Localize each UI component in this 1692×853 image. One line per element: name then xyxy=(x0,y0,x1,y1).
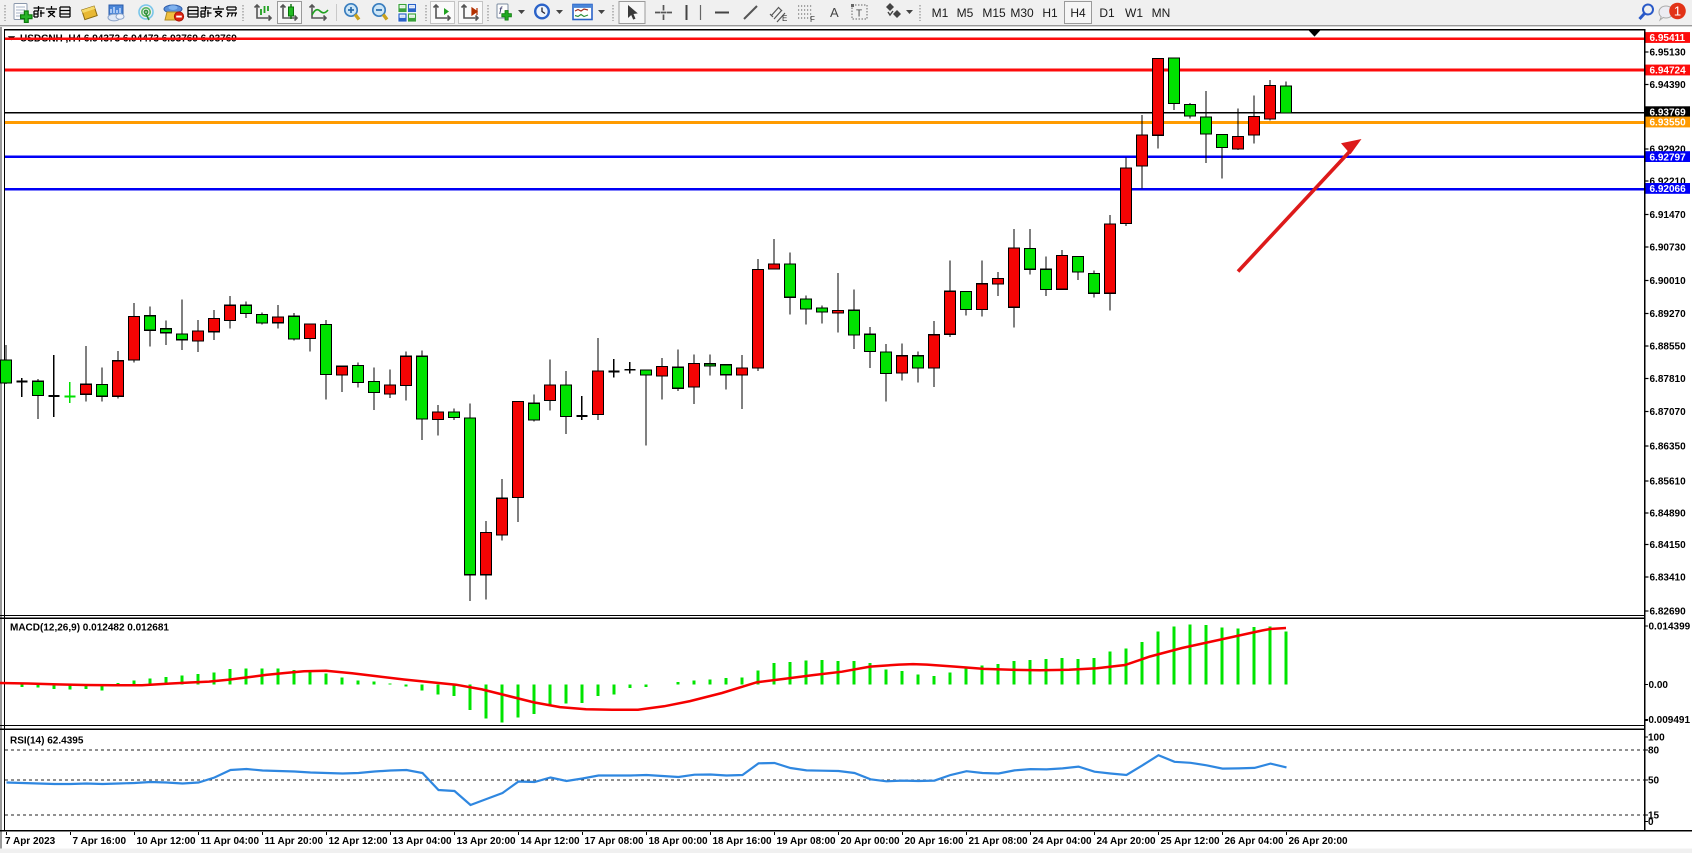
svg-text:7 Apr 16:00: 7 Apr 16:00 xyxy=(73,836,127,847)
svg-text:6.88550: 6.88550 xyxy=(1650,342,1687,353)
svg-text:6.94724: 6.94724 xyxy=(1650,66,1687,77)
svg-text:6.92920: 6.92920 xyxy=(1650,145,1687,156)
svg-text:13 Apr 20:00: 13 Apr 20:00 xyxy=(457,836,517,847)
svg-text:19 Apr 08:00: 19 Apr 08:00 xyxy=(777,836,837,847)
svg-text:26 Apr 04:00: 26 Apr 04:00 xyxy=(1225,836,1285,847)
svg-text:0.00: 0.00 xyxy=(1649,680,1669,691)
svg-text:10 Apr 12:00: 10 Apr 12:00 xyxy=(137,836,197,847)
svg-text:0: 0 xyxy=(1648,817,1654,828)
svg-text:24 Apr 04:00: 24 Apr 04:00 xyxy=(1033,836,1093,847)
svg-text:14 Apr 12:00: 14 Apr 12:00 xyxy=(521,836,581,847)
svg-text:6.84150: 6.84150 xyxy=(1650,540,1687,551)
svg-text:24 Apr 20:00: 24 Apr 20:00 xyxy=(1097,836,1157,847)
svg-text:D1: D1 xyxy=(1099,6,1115,20)
svg-text:-0.009491: -0.009491 xyxy=(1645,715,1690,726)
svg-text:MACD(12,26,9) 0.012482 0.01268: MACD(12,26,9) 0.012482 0.012681 xyxy=(10,623,169,634)
svg-text:6.92797: 6.92797 xyxy=(1650,152,1687,163)
svg-text:MN: MN xyxy=(1152,6,1171,20)
svg-text:F: F xyxy=(810,15,815,24)
svg-text:6.91470: 6.91470 xyxy=(1650,210,1687,221)
svg-text:100: 100 xyxy=(1648,733,1665,744)
svg-text:M5: M5 xyxy=(957,6,974,20)
svg-text:0.014399: 0.014399 xyxy=(1649,622,1691,633)
svg-text:13 Apr 04:00: 13 Apr 04:00 xyxy=(393,836,453,847)
svg-text:12 Apr 12:00: 12 Apr 12:00 xyxy=(329,836,389,847)
svg-text:6.95411: 6.95411 xyxy=(1650,33,1686,44)
svg-text:6.83410: 6.83410 xyxy=(1650,573,1687,584)
svg-text:H4: H4 xyxy=(1070,6,1086,20)
svg-text:1: 1 xyxy=(1674,4,1681,19)
svg-text:H1: H1 xyxy=(1042,6,1058,20)
svg-text:f: f xyxy=(499,6,503,17)
svg-text:17 Apr 08:00: 17 Apr 08:00 xyxy=(585,836,645,847)
svg-text:M15: M15 xyxy=(982,6,1006,20)
svg-text:6.94390: 6.94390 xyxy=(1650,80,1687,91)
svg-text:6.85610: 6.85610 xyxy=(1650,477,1687,488)
svg-text:A: A xyxy=(830,5,839,20)
svg-text:21 Apr 08:00: 21 Apr 08:00 xyxy=(969,836,1029,847)
svg-text:20 Apr 00:00: 20 Apr 00:00 xyxy=(841,836,901,847)
svg-text:6.90730: 6.90730 xyxy=(1650,243,1687,254)
svg-text:T: T xyxy=(856,9,862,20)
svg-text:50: 50 xyxy=(1648,776,1660,787)
svg-text:7 Apr 2023: 7 Apr 2023 xyxy=(5,836,56,847)
svg-text:6.93769: 6.93769 xyxy=(1650,107,1687,118)
svg-text:26 Apr 20:00: 26 Apr 20:00 xyxy=(1289,836,1349,847)
svg-text:11 Apr 04:00: 11 Apr 04:00 xyxy=(201,836,260,847)
svg-text:15: 15 xyxy=(1648,811,1660,822)
svg-text:80: 80 xyxy=(1648,746,1660,757)
svg-text:6.92066: 6.92066 xyxy=(1650,184,1687,195)
svg-text:6.90010: 6.90010 xyxy=(1650,276,1687,287)
svg-text:E: E xyxy=(782,14,787,23)
svg-text:6.92210: 6.92210 xyxy=(1650,177,1687,188)
svg-text:20 Apr 16:00: 20 Apr 16:00 xyxy=(905,836,965,847)
svg-text:RSI(14) 62.4395: RSI(14) 62.4395 xyxy=(10,736,84,747)
svg-text:6.82690: 6.82690 xyxy=(1650,607,1687,618)
svg-text:6.86350: 6.86350 xyxy=(1650,442,1687,453)
svg-text:25 Apr 12:00: 25 Apr 12:00 xyxy=(1161,836,1221,847)
svg-text:11 Apr 20:00: 11 Apr 20:00 xyxy=(265,836,324,847)
svg-text:18 Apr 16:00: 18 Apr 16:00 xyxy=(713,836,773,847)
svg-text:6.89270: 6.89270 xyxy=(1650,309,1687,320)
svg-text:W1: W1 xyxy=(1125,6,1143,20)
svg-text:18 Apr 00:00: 18 Apr 00:00 xyxy=(649,836,709,847)
svg-text:6.87070: 6.87070 xyxy=(1650,407,1687,418)
svg-text:6.95130: 6.95130 xyxy=(1650,48,1687,59)
svg-text:6.87810: 6.87810 xyxy=(1650,374,1687,385)
svg-text:6.93550: 6.93550 xyxy=(1650,118,1687,129)
svg-text:M30: M30 xyxy=(1010,6,1034,20)
svg-text:6.84890: 6.84890 xyxy=(1650,509,1687,520)
svg-text:M1: M1 xyxy=(932,6,949,20)
